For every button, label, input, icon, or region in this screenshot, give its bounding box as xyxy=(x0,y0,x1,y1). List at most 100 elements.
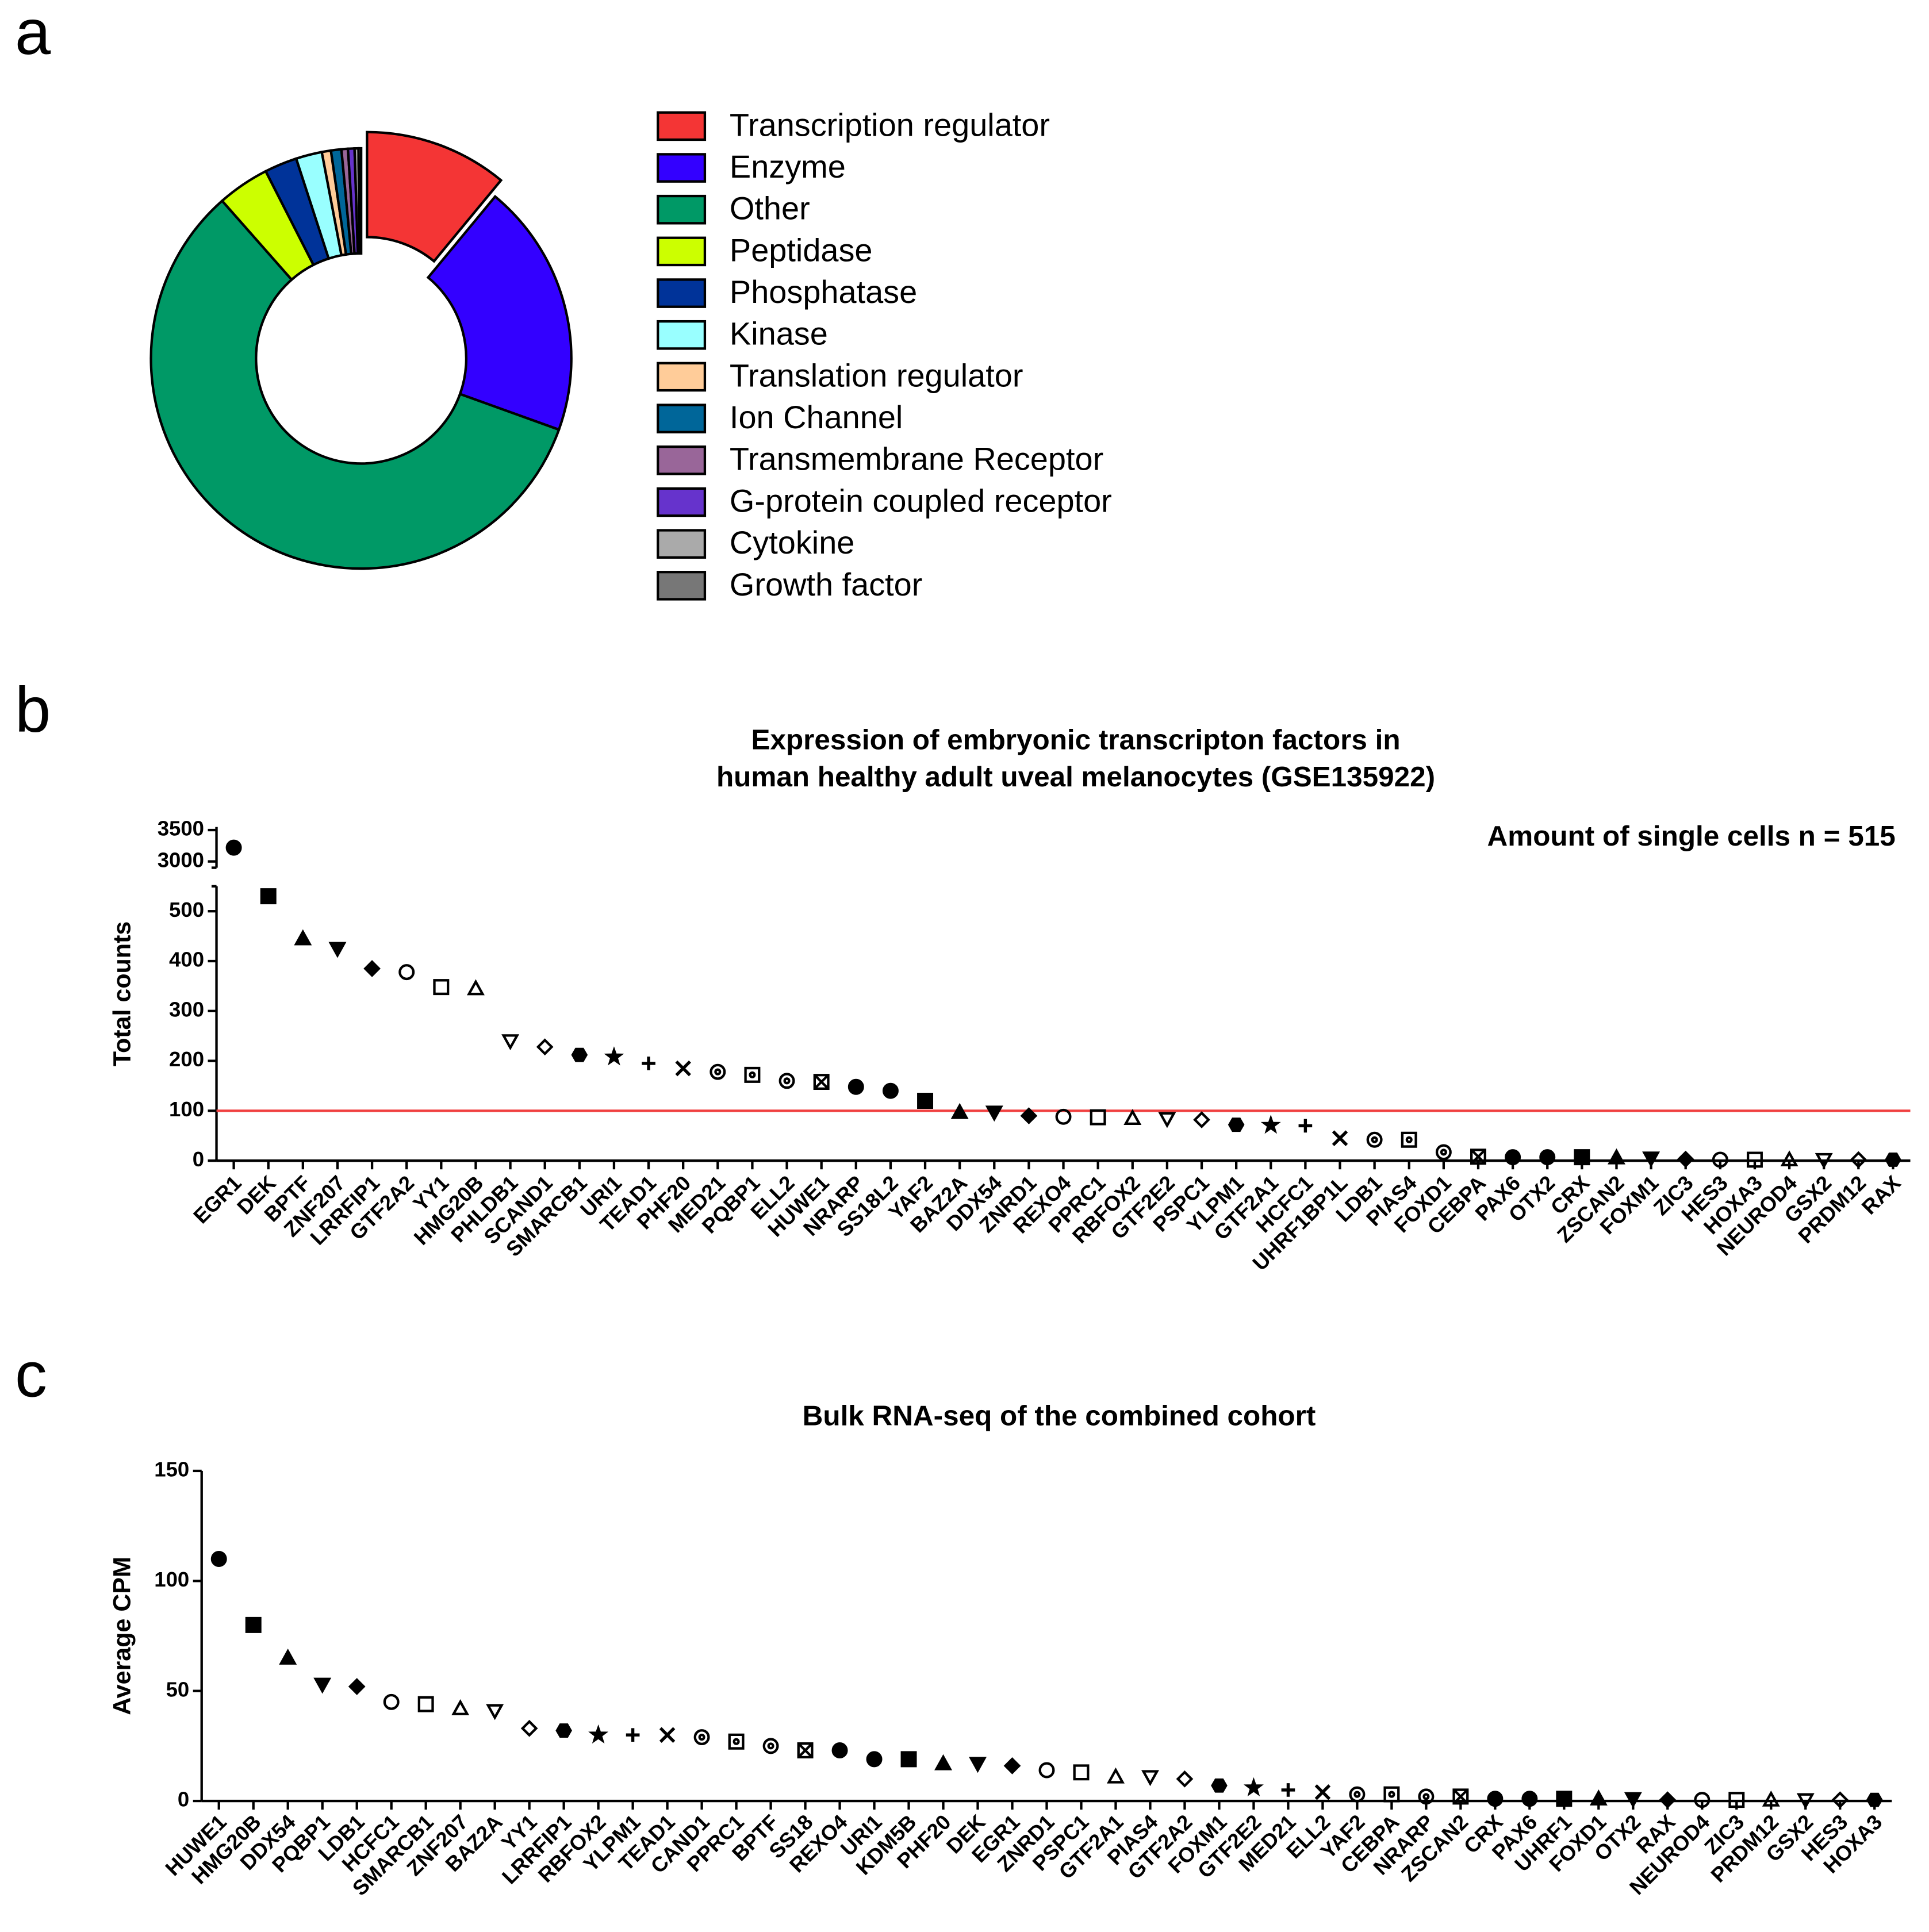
marker xyxy=(1158,1112,1176,1128)
marker xyxy=(486,1704,504,1720)
panel-label: b xyxy=(15,673,51,745)
marker xyxy=(1780,1150,1798,1167)
y-tick-label: 50 xyxy=(166,1677,190,1701)
legend-label: Transcription regulator xyxy=(730,106,1050,143)
marker xyxy=(866,1751,883,1768)
legend-swatch xyxy=(657,445,707,475)
marker xyxy=(1141,1770,1159,1787)
marker xyxy=(1418,1788,1435,1805)
marker xyxy=(950,1103,969,1119)
legend-swatch xyxy=(657,153,707,183)
y-tick-label: 3000 xyxy=(158,848,204,871)
marker xyxy=(762,1738,779,1754)
y-tick-label: 100 xyxy=(154,1568,189,1591)
marker xyxy=(900,1751,917,1768)
x-tick-label: RAX xyxy=(1857,1171,1905,1219)
marker xyxy=(847,1078,864,1095)
marker xyxy=(1574,1149,1590,1166)
marker xyxy=(466,979,485,996)
marker xyxy=(1281,1783,1295,1797)
marker xyxy=(398,964,415,980)
marker xyxy=(417,1696,434,1712)
marker xyxy=(1055,1108,1072,1125)
marker xyxy=(1505,1149,1521,1165)
marker xyxy=(1260,1115,1281,1134)
marker xyxy=(363,960,381,977)
y-tick-label: 3500 xyxy=(158,817,204,840)
legend-label: Transmembrane Receptor xyxy=(730,441,1103,477)
panel-label: a xyxy=(15,0,51,68)
marker xyxy=(451,1699,470,1715)
marker xyxy=(328,942,347,958)
legend-label: Kinase xyxy=(730,316,828,352)
legend-label: Growth factor xyxy=(730,566,922,602)
donut-slice xyxy=(357,147,363,255)
marker xyxy=(1073,1764,1090,1781)
legend-swatch xyxy=(657,111,707,141)
marker xyxy=(831,1742,848,1758)
marker xyxy=(1796,1793,1815,1810)
marker xyxy=(571,1047,588,1062)
axis-break xyxy=(211,866,217,888)
marker xyxy=(675,1060,691,1077)
marker xyxy=(1383,1786,1400,1803)
marker xyxy=(985,1105,1003,1122)
marker xyxy=(882,1082,899,1099)
marker xyxy=(728,1733,745,1750)
marker xyxy=(1452,1788,1469,1805)
chart-title: Expression of embryonic transcripton fac… xyxy=(751,724,1400,755)
marker xyxy=(797,1742,814,1759)
marker xyxy=(969,1757,987,1773)
y-tick-label: 0 xyxy=(178,1788,189,1811)
marker xyxy=(1228,1117,1245,1132)
marker xyxy=(210,1551,227,1567)
legend-label: Enzyme xyxy=(730,148,846,185)
marker xyxy=(604,1046,624,1066)
marker xyxy=(1608,1148,1625,1165)
y-axis-label: Average CPM xyxy=(109,1557,136,1715)
marker xyxy=(1659,1791,1677,1809)
y-tick-label: 100 xyxy=(169,1097,204,1121)
marker xyxy=(813,1074,830,1090)
marker xyxy=(260,888,277,905)
marker xyxy=(1762,1790,1780,1807)
marker xyxy=(1435,1144,1452,1161)
marker xyxy=(1366,1131,1383,1148)
marker xyxy=(1866,1792,1883,1807)
marker xyxy=(1401,1131,1417,1148)
marker xyxy=(1349,1786,1366,1803)
chart-title: Bulk RNA-seq of the combined cohort xyxy=(803,1400,1316,1432)
marker xyxy=(1521,1791,1538,1807)
legend-swatch xyxy=(657,571,707,601)
marker xyxy=(1539,1149,1556,1165)
marker xyxy=(1176,1770,1194,1788)
marker xyxy=(1487,1791,1504,1807)
marker xyxy=(1728,1792,1745,1808)
legend-swatch xyxy=(657,529,707,559)
marker xyxy=(1106,1767,1125,1784)
marker xyxy=(313,1677,332,1694)
legend-label: Translation regulator xyxy=(730,357,1023,393)
marker xyxy=(433,979,450,996)
marker xyxy=(1831,1791,1849,1809)
marker xyxy=(348,1678,366,1695)
legend-swatch xyxy=(657,362,707,392)
marker xyxy=(1624,1792,1642,1808)
marker xyxy=(934,1754,953,1770)
y-tick-label: 400 xyxy=(169,948,204,971)
donut-slice xyxy=(149,199,561,570)
marker xyxy=(1815,1153,1833,1169)
y-tick-label: 500 xyxy=(169,898,204,921)
y-tick-label: 150 xyxy=(154,1458,189,1481)
legend-swatch xyxy=(657,236,707,267)
marker xyxy=(1003,1757,1021,1774)
marker xyxy=(1123,1109,1142,1126)
marker xyxy=(501,1034,520,1051)
marker xyxy=(1243,1777,1264,1796)
marker xyxy=(1556,1791,1573,1807)
marker xyxy=(1193,1111,1210,1128)
legend-label: Phosphatase xyxy=(730,274,917,310)
marker xyxy=(383,1693,400,1710)
y-tick-label: 200 xyxy=(169,1047,204,1071)
